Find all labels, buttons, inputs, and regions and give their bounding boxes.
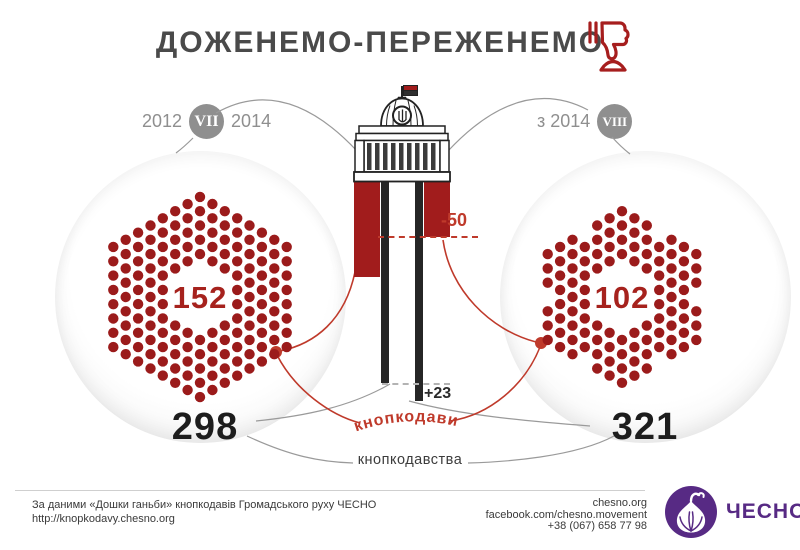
- parliament-building-illustration: [353, 85, 451, 183]
- convocation-sphere-viii: [500, 151, 791, 443]
- period-badge-vii: 2012 VII 2014: [142, 104, 271, 139]
- knopkodavy-bar-vii: [354, 182, 380, 277]
- knopkodavstva-bar-viii: [415, 182, 423, 401]
- knopkodavy-bar-viii: [424, 182, 450, 237]
- knopkodavy-delta-label: -50: [441, 210, 468, 230]
- period-start-year: 2012: [142, 111, 183, 131]
- delta-dashed-line-gray: [382, 383, 450, 385]
- website-link[interactable]: chesno.org: [592, 497, 647, 509]
- period-prefix: з 2014: [537, 111, 591, 131]
- chesno-logo: ЧЕСНО: [665, 486, 800, 538]
- thumbs-down-button-icon: [588, 21, 630, 72]
- footer-contacts-block: chesno.org facebook.com/chesno.movement …: [485, 497, 647, 533]
- facebook-link[interactable]: facebook.com/chesno.movement: [485, 508, 647, 521]
- footer-divider: [15, 490, 645, 491]
- delta-dashed-line-red: [378, 236, 478, 238]
- garlic-icon: [665, 486, 717, 538]
- knopkodavy-count-vii: 152: [172, 280, 228, 315]
- page-title: ДОЖЕНЕМО-ПЕРЕЖЕНЕМО: [155, 26, 605, 59]
- total-count-vii: 298: [171, 406, 239, 448]
- footer-source-block: За даними «Дошки ганьби» кнопкодавів Гро…: [32, 498, 376, 526]
- knopkodavstva-label: кнопкодавства: [357, 452, 463, 468]
- phone-number: +38 (067) 658 77 98: [547, 520, 647, 532]
- knopkodavstva-bar-vii: [381, 182, 389, 383]
- knopkodavy-count-viii: 102: [594, 280, 650, 315]
- colonnade: [367, 143, 436, 170]
- source-text: За даними «Дошки ганьби» кнопкодавів Гро…: [32, 499, 377, 511]
- totals-delta-label: +23: [424, 385, 452, 402]
- chesno-wordmark: ЧЕСНО: [726, 500, 800, 523]
- roman-numeral-viii-icon: VIII: [597, 104, 633, 139]
- period-badge-viii: з 2014 VIII: [537, 104, 633, 139]
- total-count-viii: 321: [611, 406, 679, 448]
- roman-numeral-vii-icon: VII: [189, 104, 225, 139]
- source-url-link[interactable]: http://knopkodavy.chesno.org: [32, 513, 175, 525]
- period-end-year: 2014: [231, 111, 272, 131]
- knopkodavy-label: кнопкодави: [352, 408, 460, 435]
